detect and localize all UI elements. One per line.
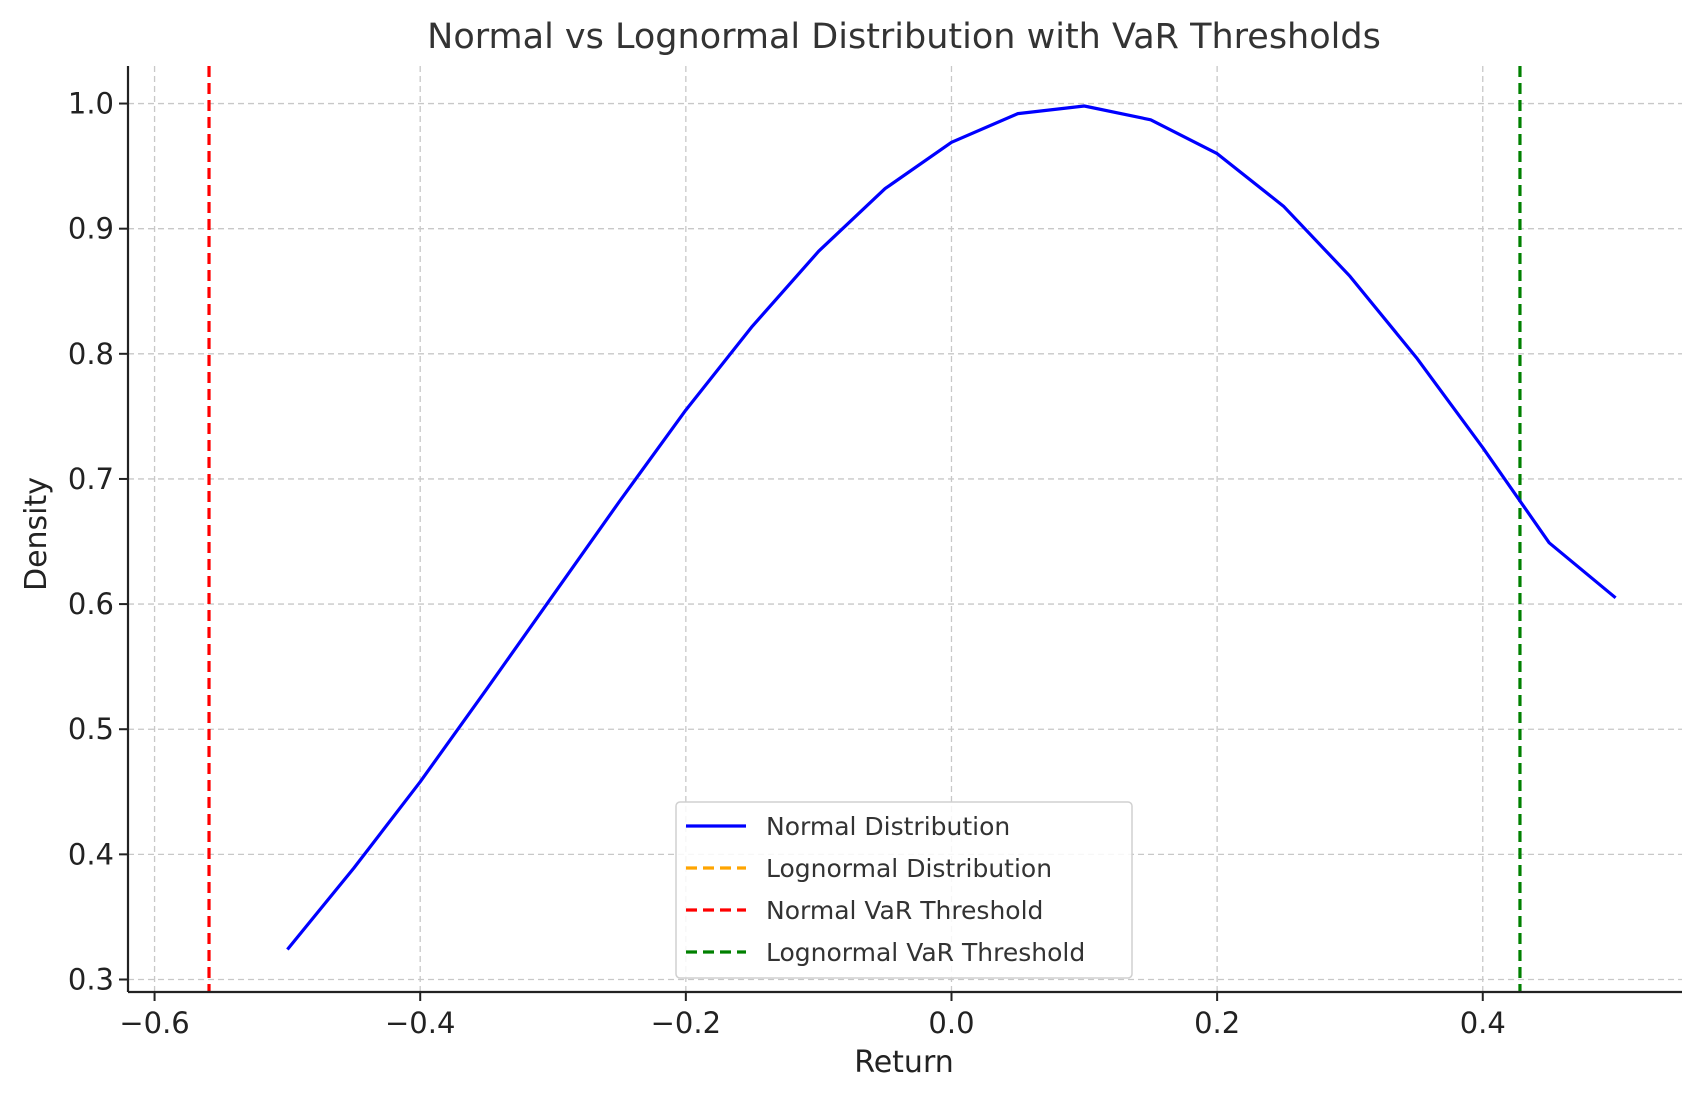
y-tick-label: 0.8 — [68, 337, 114, 371]
legend-label-lognormal-distribution: Lognormal Distribution — [766, 854, 1052, 883]
vline-layer — [207, 66, 1522, 992]
x-tick-label: −0.4 — [385, 1006, 455, 1040]
x-tick-label: 0.2 — [1194, 1006, 1240, 1040]
y-tick-label: 0.4 — [68, 837, 114, 871]
legend-label-normal-var-threshold: Normal VaR Threshold — [766, 896, 1043, 925]
y-tick-label: 0.6 — [68, 587, 114, 621]
legend-label-lognormal-var-threshold: Lognormal VaR Threshold — [766, 938, 1085, 967]
legend: Normal Distribution Lognormal Distributio… — [675, 801, 1133, 979]
x-tick-label: 0.4 — [1460, 1006, 1506, 1040]
tick-layer: −0.6 −0.4 −0.2 0.0 0.2 0.4 0.3 0.4 0.5 0.6 0.7 0.8 0… — [68, 87, 1506, 1040]
series-layer — [286, 104, 1617, 951]
chart-title: Normal vs Lognormal Distribution with Va… — [427, 17, 1381, 57]
legend-label-normal-distribution: Normal Distribution — [766, 812, 1010, 841]
y-tick-label: 1.0 — [68, 87, 114, 121]
x-tick-label: −0.6 — [119, 1006, 189, 1040]
y-tick-label: 0.7 — [68, 462, 114, 496]
x-tick-label: 0.0 — [928, 1006, 974, 1040]
y-tick-label: 0.5 — [68, 712, 114, 746]
legend-box — [675, 801, 1133, 979]
y-tick-label: 0.3 — [68, 962, 114, 996]
normal-distribution-line — [286, 104, 1617, 951]
x-axis-label: Return — [854, 1045, 954, 1080]
y-tick-label: 0.9 — [68, 212, 114, 246]
grid-layer — [128, 66, 1682, 992]
x-tick-label: −0.2 — [651, 1006, 721, 1040]
axes-layer — [126, 66, 1682, 994]
y-axis-label: Density — [19, 477, 54, 591]
